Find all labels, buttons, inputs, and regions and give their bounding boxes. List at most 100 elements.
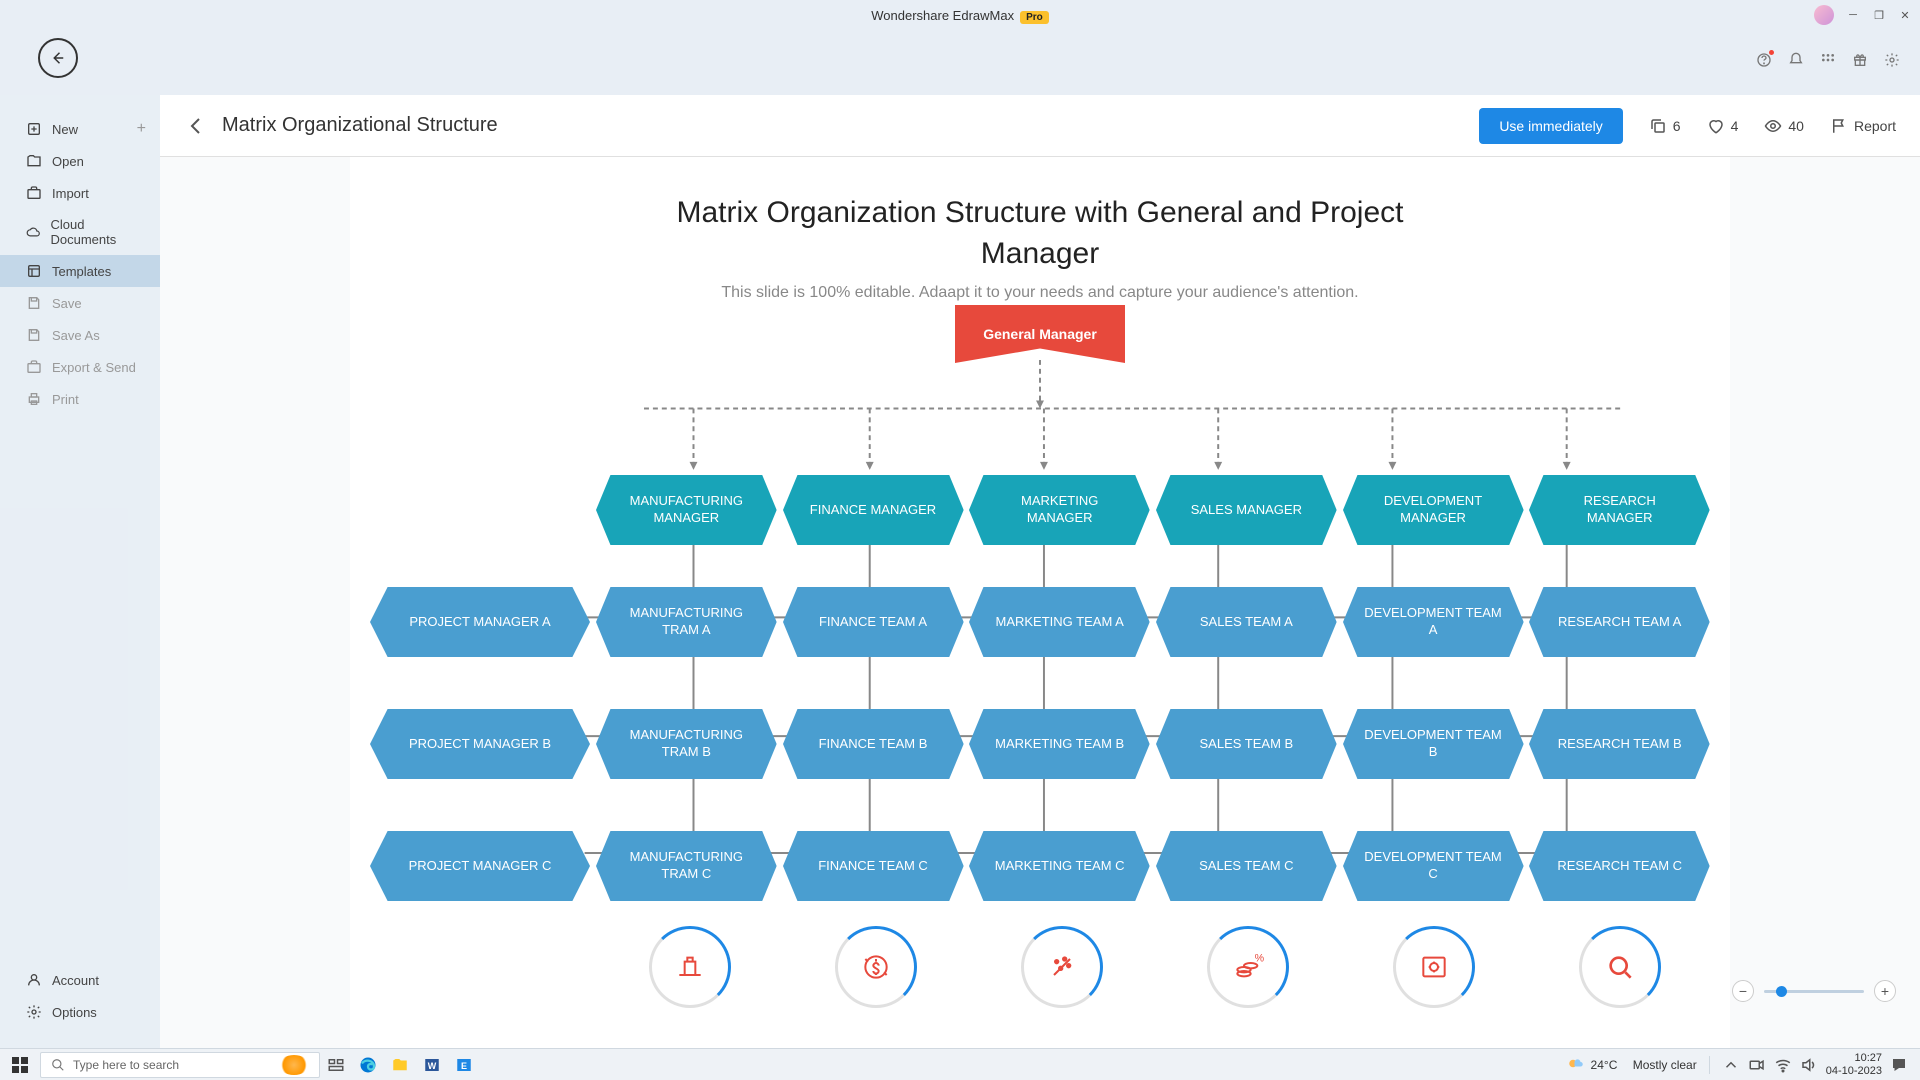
taskbar-clock[interactable]: 10:27 04-10-2023: [1826, 1052, 1882, 1076]
explorer-icon[interactable]: [384, 1052, 416, 1078]
sidebar-label: Cloud Documents: [50, 217, 144, 247]
edge-icon[interactable]: [352, 1052, 384, 1078]
diagram-canvas[interactable]: Matrix Organization Structure with Gener…: [350, 157, 1730, 1048]
maximize-button[interactable]: ❐: [1872, 8, 1886, 22]
sidebar-item-open[interactable]: Open: [0, 145, 160, 177]
zoom-slider[interactable]: [1764, 990, 1864, 993]
footer-icon-0[interactable]: [649, 926, 731, 1008]
team-0-4[interactable]: DEVELOPMENT TEAM A: [1343, 587, 1524, 657]
canvas-area: Matrix Organization Structure with Gener…: [160, 157, 1920, 1048]
sidebar-item-account[interactable]: Account: [0, 964, 160, 996]
close-button[interactable]: ✕: [1898, 8, 1912, 22]
team-0-3[interactable]: SALES TEAM A: [1156, 587, 1337, 657]
team-0-0[interactable]: MANUFACTURING TRAM A: [596, 587, 777, 657]
dept-manager-4[interactable]: DEVELOPMENT MANAGER: [1343, 475, 1524, 545]
team-1-2[interactable]: MARKETING TEAM B: [969, 709, 1150, 779]
bell-icon[interactable]: [1788, 52, 1804, 68]
svg-text:E: E: [461, 1060, 467, 1070]
notifications-icon[interactable]: [1890, 1052, 1908, 1078]
footer-icon-2[interactable]: [1021, 926, 1103, 1008]
sidebar: New + Open Import Cloud Documents Templates Sa…: [0, 95, 160, 1048]
project-manager-0[interactable]: PROJECT MANAGER A: [370, 587, 590, 657]
plus-icon[interactable]: +: [137, 120, 146, 138]
sidebar-label: Open: [52, 154, 84, 169]
user-icon: [26, 972, 42, 988]
footer-icon-4[interactable]: [1393, 926, 1475, 1008]
team-0-2[interactable]: MARKETING TEAM A: [969, 587, 1150, 657]
edraw-icon[interactable]: E: [448, 1052, 480, 1078]
taskbar-search[interactable]: Type here to search: [40, 1052, 320, 1078]
footer-icon-1[interactable]: [835, 926, 917, 1008]
sidebar-item-templates[interactable]: Templates: [0, 255, 160, 287]
back-button[interactable]: [38, 38, 78, 78]
sidebar-label: Account: [52, 973, 99, 988]
team-2-5[interactable]: RESEARCH TEAM C: [1529, 831, 1710, 901]
team-1-3[interactable]: SALES TEAM B: [1156, 709, 1337, 779]
project-manager-2[interactable]: PROJECT MANAGER C: [370, 831, 590, 901]
use-immediately-button[interactable]: Use immediately: [1479, 108, 1622, 144]
team-1-0[interactable]: MANUFACTURING TRAM B: [596, 709, 777, 779]
svg-text:W: W: [428, 1060, 437, 1070]
toolbar-icons: [1756, 40, 1900, 80]
minimize-button[interactable]: ─: [1846, 8, 1860, 22]
titlebar: Wondershare EdrawMaxPro ─ ❐ ✕: [0, 0, 1920, 30]
sidebar-item-options[interactable]: Options: [0, 996, 160, 1028]
apps-icon[interactable]: [1820, 52, 1836, 68]
team-0-5[interactable]: RESEARCH TEAM A: [1529, 587, 1710, 657]
report-button[interactable]: Report: [1830, 117, 1896, 135]
likes-stat[interactable]: 4: [1707, 117, 1739, 135]
dept-manager-2[interactable]: MARKETING MANAGER: [969, 475, 1150, 545]
copies-stat[interactable]: 6: [1649, 117, 1681, 135]
cloud-icon: [26, 224, 40, 240]
wifi-icon[interactable]: [1774, 1052, 1792, 1078]
chart-subtitle: This slide is 100% editable. Adaapt it t…: [350, 284, 1730, 302]
zoom-in-button[interactable]: +: [1874, 980, 1896, 1002]
word-icon[interactable]: W: [416, 1052, 448, 1078]
team-2-3[interactable]: SALES TEAM C: [1156, 831, 1337, 901]
team-0-1[interactable]: FINANCE TEAM A: [783, 587, 964, 657]
dept-manager-5[interactable]: RESEARCH MANAGER: [1529, 475, 1710, 545]
team-2-2[interactable]: MARKETING TEAM C: [969, 831, 1150, 901]
footer-icon-5[interactable]: [1579, 926, 1661, 1008]
briefcase-icon: [26, 359, 42, 375]
sidebar-item-cloud-documents[interactable]: Cloud Documents: [0, 209, 160, 255]
project-manager-1[interactable]: PROJECT MANAGER B: [370, 709, 590, 779]
dept-manager-1[interactable]: FINANCE MANAGER: [783, 475, 964, 545]
back-chevron-icon[interactable]: [184, 114, 208, 138]
dept-manager-3[interactable]: SALES MANAGER: [1156, 475, 1337, 545]
sidebar-label: New: [52, 122, 78, 137]
team-2-1[interactable]: FINANCE TEAM C: [783, 831, 964, 901]
team-1-5[interactable]: RESEARCH TEAM B: [1529, 709, 1710, 779]
views-stat[interactable]: 40: [1764, 117, 1804, 135]
printer-icon: [26, 391, 42, 407]
general-manager-node[interactable]: General Manager: [955, 305, 1125, 363]
page-header: Matrix Organizational Structure Use imme…: [160, 95, 1920, 157]
briefcase-icon: [26, 185, 42, 201]
help-icon[interactable]: [1756, 52, 1772, 68]
team-1-1[interactable]: FINANCE TEAM B: [783, 709, 964, 779]
weather-widget[interactable]: 24°C Mostly clear: [1567, 1056, 1697, 1074]
sidebar-item-new[interactable]: New +: [0, 113, 160, 145]
sidebar-item-import[interactable]: Import: [0, 177, 160, 209]
footer-icon-3[interactable]: %: [1207, 926, 1289, 1008]
start-button[interactable]: [0, 1057, 40, 1073]
sidebar-item-save-as: Save As: [0, 319, 160, 351]
avatar[interactable]: [1814, 5, 1834, 25]
pro-badge: Pro: [1020, 11, 1049, 24]
zoom-out-button[interactable]: −: [1732, 980, 1754, 1002]
sidebar-label: Templates: [52, 264, 111, 279]
meet-now-icon[interactable]: [1748, 1052, 1766, 1078]
sidebar-label: Export & Send: [52, 360, 136, 375]
gear-icon[interactable]: [1884, 52, 1900, 68]
task-view-icon[interactable]: [320, 1052, 352, 1078]
volume-icon[interactable]: [1800, 1052, 1818, 1078]
dept-manager-0[interactable]: MANUFACTURING MANAGER: [596, 475, 777, 545]
zoom-control: − +: [1732, 980, 1896, 1002]
team-2-4[interactable]: DEVELOPMENT TEAM C: [1343, 831, 1524, 901]
sidebar-label: Print: [52, 392, 79, 407]
tray-chevron-icon[interactable]: [1722, 1052, 1740, 1078]
team-1-4[interactable]: DEVELOPMENT TEAM B: [1343, 709, 1524, 779]
app-title: Wondershare EdrawMaxPro: [871, 8, 1049, 23]
gift-icon[interactable]: [1852, 52, 1868, 68]
team-2-0[interactable]: MANUFACTURING TRAM C: [596, 831, 777, 901]
